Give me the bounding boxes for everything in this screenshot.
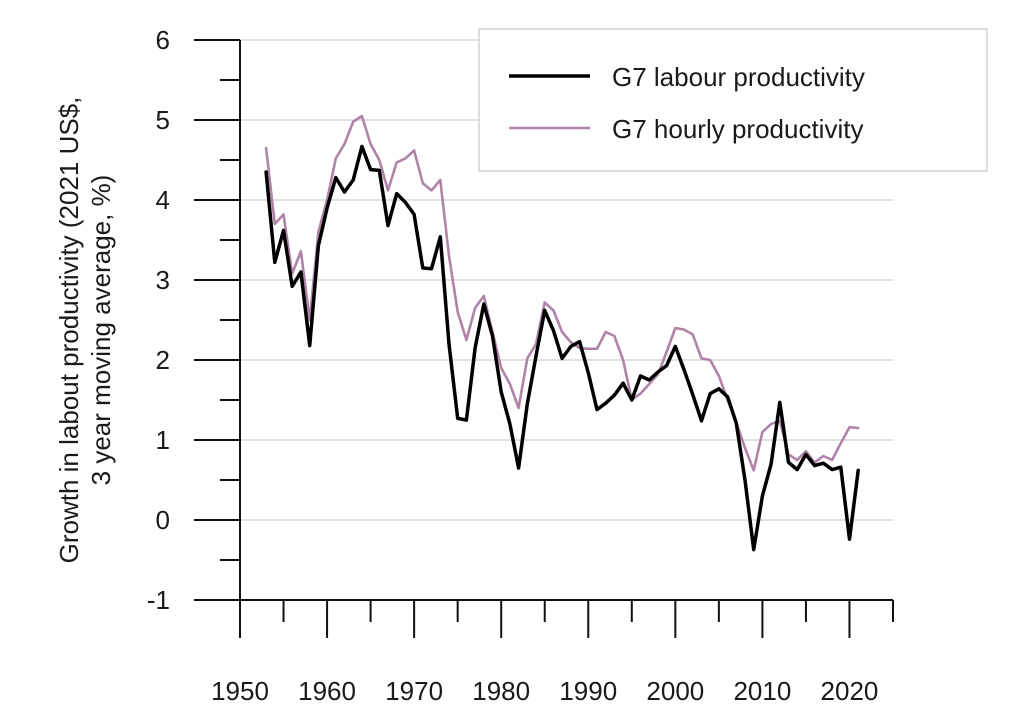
x-tick-label-1960: 1960 [298, 676, 356, 706]
series-line-labour-productivity [264, 144, 860, 552]
y-tick-label-0: 0 [156, 505, 170, 535]
x-tick-label-1990: 1990 [559, 676, 617, 706]
y-tick-label-6: 6 [156, 25, 170, 55]
x-tick-label-2000: 2000 [646, 676, 704, 706]
y-tick-label--1: -1 [147, 585, 170, 615]
x-tick-label-1970: 1970 [385, 676, 443, 706]
x-tick-label-1950: 1950 [211, 676, 269, 706]
y-tick-label-3: 3 [156, 265, 170, 295]
y-axis-title-line-2: 3 year moving average, %) [86, 175, 116, 486]
legend-label-hourly: G7 hourly productivity [612, 114, 863, 144]
y-tick-label-4: 4 [156, 185, 170, 215]
legend: G7 labour productivity G7 hourly product… [478, 28, 988, 172]
y-tick-label-1: 1 [156, 425, 170, 455]
axes: -1 0 1 2 3 4 5 6 1950 1960 1970 1980 1990 2000 2010 202… [147, 25, 894, 706]
legend-box [478, 28, 988, 172]
y-axis-title-line-1: Growth in labout productivity (2021 US$, [54, 97, 84, 564]
legend-label-labour: G7 labour productivity [612, 62, 865, 92]
series-lines [264, 114, 860, 552]
series-line-hourly-productivity [264, 114, 860, 472]
x-tick-label-1980: 1980 [472, 676, 530, 706]
x-tick-label-2010: 2010 [733, 676, 791, 706]
x-tick-label-2020: 2020 [821, 676, 879, 706]
y-tick-label-5: 5 [156, 105, 170, 135]
y-axis-title: Growth in labout productivity (2021 US$,… [54, 97, 116, 564]
y-tick-label-2: 2 [156, 345, 170, 375]
